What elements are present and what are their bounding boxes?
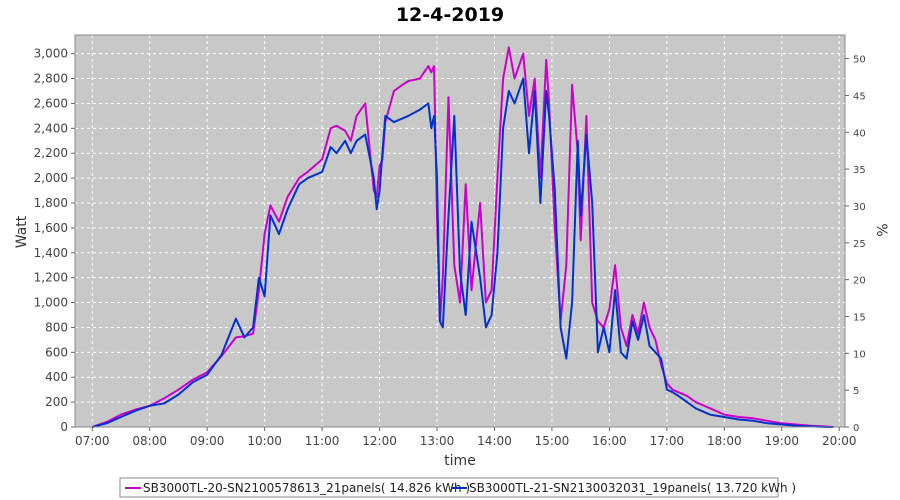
legend-label-series-2: SB3000TL-21-SN2130032031_19panels( 13.72… — [469, 481, 796, 495]
y2-tick-label: 50 — [853, 55, 866, 66]
y-tick-label: 0 — [60, 420, 68, 434]
y-tick-label: 2,000 — [34, 171, 68, 185]
x-tick-label: 12:00 — [362, 434, 397, 448]
y2-axis-label: % — [873, 223, 889, 236]
x-tick-label: 11:00 — [305, 434, 340, 448]
x-tick-label: 13:00 — [420, 434, 455, 448]
y-tick-label: 1,200 — [34, 271, 68, 285]
y-tick-label: 200 — [45, 395, 68, 409]
x-tick-label: 20:00 — [822, 434, 857, 448]
y2-tick-label: 5 — [853, 386, 859, 397]
plot-area — [75, 35, 845, 427]
x-tick-label: 09:00 — [190, 434, 225, 448]
x-tick-label: 19:00 — [764, 434, 799, 448]
x-tick-label: 15:00 — [535, 434, 570, 448]
x-tick-label: 18:00 — [707, 434, 742, 448]
series-layer — [91, 46, 834, 428]
y-tick-label: 800 — [45, 320, 68, 334]
y2-tick-label: 0 — [853, 423, 859, 434]
y-tick-label: 600 — [45, 345, 68, 359]
y2-tick-label: 15 — [853, 312, 866, 323]
y-tick-label: 3,000 — [34, 47, 68, 61]
series-line-2 — [91, 77, 834, 428]
x-tick-label: 07:00 — [75, 434, 110, 448]
chart-title: 12-4-2019 — [396, 4, 504, 26]
series-line-1 — [91, 46, 834, 428]
y-tick-label: 2,600 — [34, 96, 68, 110]
plot-border — [74, 34, 846, 428]
x-tick-label: 08:00 — [132, 434, 167, 448]
x-axis-label: time — [444, 453, 476, 469]
y-tick-label: 2,800 — [34, 72, 68, 86]
y-tick-label: 2,200 — [34, 146, 68, 160]
y2-tick-label: 35 — [853, 165, 866, 176]
x-tick-label: 16:00 — [592, 434, 627, 448]
x-tick-label: 14:00 — [477, 434, 512, 448]
y-axis-label: Watt — [14, 215, 30, 248]
y2-tick-label: 25 — [853, 239, 866, 250]
x-axis: 07:00 08:00 09:00 10:00 11:00 12:00 13:00 14:00… — [75, 427, 857, 448]
y2-tick-label: 30 — [853, 202, 866, 213]
y2-tick-label: 40 — [853, 128, 866, 139]
y-tick-label: 1,000 — [34, 296, 68, 310]
y-axis-left: 0 200 400 600 800 1,000 1,200 1,400 1,600 1,800 2,… — [34, 47, 75, 434]
y-tick-label: 1,400 — [34, 246, 68, 260]
x-tick-label: 17:00 — [650, 434, 685, 448]
y-tick-label: 1,800 — [34, 196, 68, 210]
y-tick-label: 400 — [45, 370, 68, 384]
y-axis-right: 0 5 10 15 20 25 30 35 40 45 50 — [845, 55, 866, 434]
y-tick-label: 2,400 — [34, 121, 68, 135]
y2-tick-label: 10 — [853, 349, 866, 360]
legend: SB3000TL-20-SN2100578613_21panels( 14.82… — [119, 477, 796, 498]
y-tick-label: 1,600 — [34, 221, 68, 235]
y2-tick-label: 45 — [853, 91, 866, 102]
legend-box — [119, 477, 779, 498]
legend-label-series-1: SB3000TL-20-SN2100578613_21panels( 14.82… — [143, 481, 470, 495]
y2-tick-label: 20 — [853, 276, 866, 287]
x-tick-label: 10:00 — [247, 434, 282, 448]
